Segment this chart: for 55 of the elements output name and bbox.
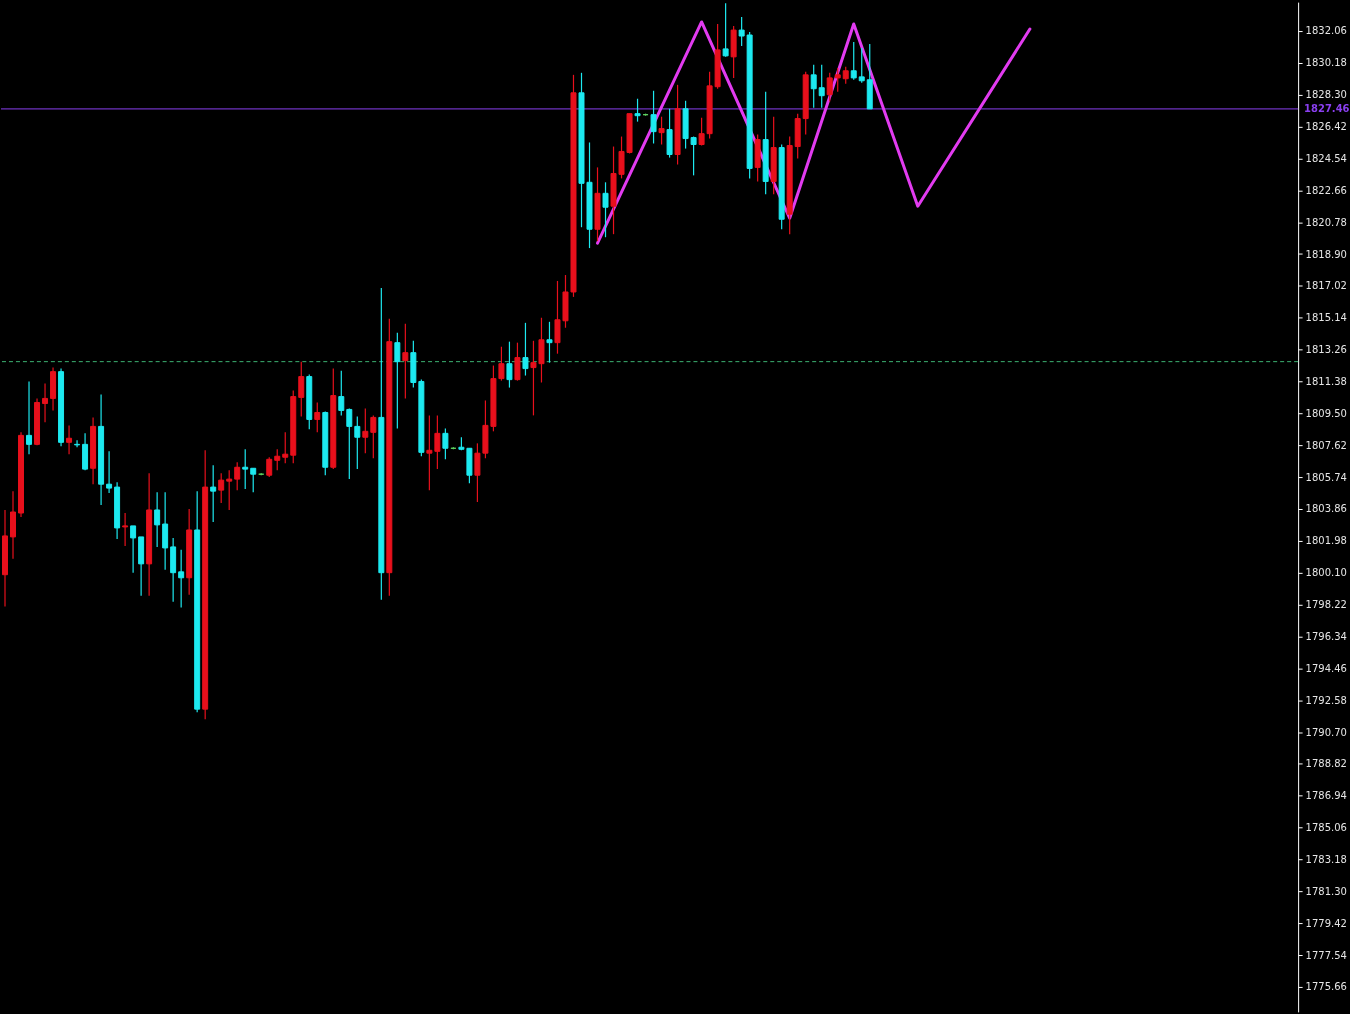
candlestick bbox=[122, 512, 129, 547]
candlestick bbox=[730, 25, 737, 79]
y-tick-label: 1801.98 bbox=[1305, 535, 1347, 547]
candlestick bbox=[674, 84, 681, 166]
candlestick bbox=[722, 2, 729, 58]
y-tick-label: 1792.58 bbox=[1305, 694, 1347, 706]
y-tick-label: 1817.02 bbox=[1305, 280, 1347, 292]
y-tick-label: 1818.90 bbox=[1305, 248, 1347, 260]
y-tick-label: 1811.38 bbox=[1305, 375, 1347, 387]
candlestick bbox=[522, 322, 529, 377]
candlestick bbox=[442, 427, 449, 460]
candlestick bbox=[834, 67, 841, 93]
candlestick bbox=[506, 341, 513, 389]
y-tick-label: 1832.06 bbox=[1305, 25, 1347, 37]
candlestick bbox=[666, 108, 673, 159]
y-tick-label: 1830.18 bbox=[1305, 57, 1347, 69]
y-tick-label: 1805.74 bbox=[1305, 471, 1347, 483]
y-tick-label: 1785.06 bbox=[1305, 822, 1347, 834]
candlestick bbox=[658, 116, 665, 146]
y-tick-label: 1820.78 bbox=[1305, 216, 1347, 228]
y-tick-label: 1815.14 bbox=[1305, 312, 1347, 324]
y-tick-label: 1783.18 bbox=[1305, 853, 1347, 865]
ref-line-label: 1827.46 bbox=[1304, 102, 1350, 114]
y-tick-label: 1809.50 bbox=[1305, 407, 1347, 419]
candlestick bbox=[634, 98, 641, 123]
y-tick-label: 1798.22 bbox=[1305, 599, 1347, 611]
candlestick bbox=[650, 90, 657, 145]
y-tick-label: 1828.30 bbox=[1305, 89, 1347, 101]
candlestick bbox=[546, 321, 553, 364]
y-tick-label: 1807.62 bbox=[1305, 439, 1347, 451]
candlestick bbox=[210, 464, 217, 523]
y-tick-label: 1824.54 bbox=[1305, 152, 1347, 164]
y-tick-label: 1800.10 bbox=[1305, 567, 1347, 579]
candlestick bbox=[226, 469, 233, 511]
y-tick-label: 1777.54 bbox=[1305, 949, 1347, 961]
y-tick-label: 1813.26 bbox=[1305, 344, 1347, 356]
y-tick-label: 1803.86 bbox=[1305, 503, 1347, 515]
y-tick-label: 1779.42 bbox=[1305, 917, 1347, 929]
y-tick-label: 1794.46 bbox=[1305, 662, 1347, 674]
candlestick bbox=[418, 379, 425, 457]
candlestick bbox=[514, 342, 521, 382]
y-tick-label: 1826.42 bbox=[1305, 121, 1347, 133]
candlestick bbox=[242, 448, 249, 490]
y-tick-label: 1790.70 bbox=[1305, 726, 1347, 738]
y-tick-label: 1786.94 bbox=[1305, 790, 1347, 802]
candlestick bbox=[218, 472, 225, 504]
y-tick-label: 1781.30 bbox=[1305, 885, 1347, 897]
candlestick bbox=[594, 166, 601, 242]
candlestick bbox=[602, 181, 609, 238]
y-tick-label: 1796.34 bbox=[1305, 630, 1347, 642]
y-tick-label: 1822.66 bbox=[1305, 184, 1347, 196]
y-tick-label: 1775.66 bbox=[1305, 981, 1347, 993]
y-tick-label: 1788.82 bbox=[1305, 758, 1347, 770]
candlestick bbox=[850, 41, 857, 81]
candlestick bbox=[74, 439, 81, 448]
